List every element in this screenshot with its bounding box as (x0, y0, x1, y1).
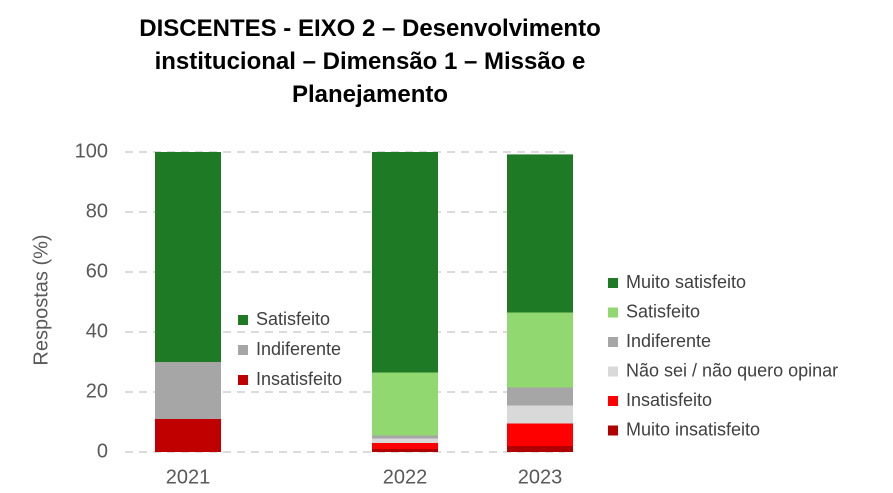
legend-swatch (608, 337, 618, 347)
legend-label: Não sei / não quero opinar (626, 360, 838, 380)
legend-swatch (608, 307, 618, 318)
y-tick-label: 0 (97, 440, 108, 462)
y-axis-title: Respostas (%) (30, 234, 52, 365)
bar-segment (155, 362, 221, 419)
x-tick-label: 2023 (518, 466, 563, 488)
bar-segment (507, 387, 573, 406)
legend-label: Insatisfeito (626, 390, 712, 410)
bar-segment (507, 312, 573, 388)
chart-title: DISCENTES - EIXO 2 – Desenvolvimento ins… (139, 15, 601, 108)
bar-segment (507, 423, 573, 446)
legend-swatch (608, 396, 618, 406)
legend-swatch (608, 278, 618, 288)
legend-label: Muito satisfeito (626, 272, 746, 292)
bar-segment (372, 438, 438, 443)
y-tick-label: 20 (86, 380, 108, 402)
legend-swatch (608, 425, 618, 436)
bar-segment (507, 405, 573, 424)
y-tick-label: 60 (86, 260, 108, 282)
bar-segment (507, 446, 573, 452)
bar-segment (372, 152, 438, 373)
legend-label: Satisfeito (256, 309, 330, 329)
x-tick-label: 2021 (166, 466, 211, 488)
bar-segment (507, 154, 573, 313)
legend-label: Satisfeito (626, 301, 700, 321)
x-tick-label: 2022 (383, 466, 428, 488)
bar-segment (372, 435, 438, 439)
legend-label: Insatisfeito (256, 369, 342, 389)
legend-label: Indiferente (256, 339, 341, 359)
bar-segment (372, 443, 438, 449)
bar-segment (372, 449, 438, 452)
legend-swatch (238, 375, 248, 385)
legend-label: Muito insatisfeito (626, 419, 760, 439)
bar-segment (155, 152, 221, 362)
legend-label: Indiferente (626, 331, 711, 351)
bar-segment (372, 372, 438, 436)
legend-swatch (238, 345, 248, 355)
legend-swatch (238, 315, 248, 325)
y-tick-label: 100 (75, 140, 108, 162)
legend-swatch (608, 366, 618, 377)
y-tick-label: 80 (86, 200, 108, 222)
bar-segment (155, 419, 221, 452)
y-tick-label: 40 (86, 320, 108, 342)
